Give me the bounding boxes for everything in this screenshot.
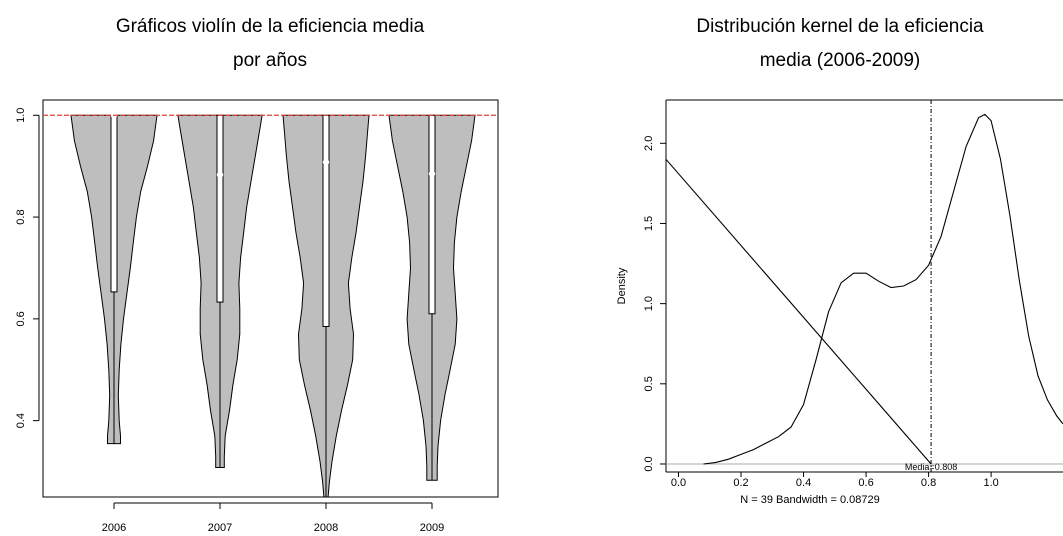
x-tick-label-2009: 2009 (420, 522, 444, 534)
y-tick-label-2.0: 2.0 (643, 136, 655, 151)
kernel-chart-title: Distribución kernel de la eficiencia med… (590, 10, 1063, 78)
x-tick-label-2008: 2008 (314, 522, 338, 534)
violin-chart: 0.4 0.6 0.8 1.0 2006 2007 2008 2009 (15, 99, 499, 534)
y-tick-label-1.0: 1.0 (643, 296, 655, 311)
y-tick-label-0.6: 0.6 (15, 311, 27, 326)
y-tick-label-0.0: 0.0 (643, 456, 655, 471)
y-tick-label-0.8: 0.8 (15, 209, 27, 224)
y-axis-label: Density (616, 267, 628, 304)
median-2009 (428, 170, 436, 178)
y-tick-label-0.4: 0.4 (15, 413, 27, 428)
violin-title-line1: Gráficos violín de la eficiencia media (115, 16, 425, 37)
density-curve (703, 113, 1063, 465)
median-2007 (216, 171, 224, 179)
x-tick-label-0.0: 0.0 (671, 477, 686, 489)
y-tick-label-1.0: 1.0 (15, 108, 27, 123)
plot-frame (42, 99, 499, 498)
violin-title-line2: por años (233, 50, 307, 71)
mean-label: Media=0.808 (905, 462, 957, 472)
y-tick-label-0.5: 0.5 (643, 376, 655, 391)
kernel-title-line1: Distribución kernel de la eficiencia (696, 16, 984, 37)
violin-chart-title: Gráficos violín de la eficiencia media p… (20, 10, 520, 78)
x-tick-label-2006: 2006 (102, 522, 126, 534)
x-tick-label-1.0: 1.0 (983, 477, 998, 489)
diagonal-line (665, 158, 932, 465)
x-tick-label-0.6: 0.6 (858, 477, 873, 489)
median-2008 (322, 158, 330, 166)
x-tick-label-0.4: 0.4 (796, 477, 811, 489)
x-tick-label-0.8: 0.8 (921, 477, 936, 489)
y-tick-label-1.5: 1.5 (643, 216, 655, 231)
kernel-title-line2: media (2006-2009) (759, 50, 921, 71)
x-tick-label-2007: 2007 (208, 522, 232, 534)
chart-subtitle: N = 39 Bandwidth = 0.08729 (740, 494, 879, 506)
x-tick-label-0.2: 0.2 (733, 477, 748, 489)
